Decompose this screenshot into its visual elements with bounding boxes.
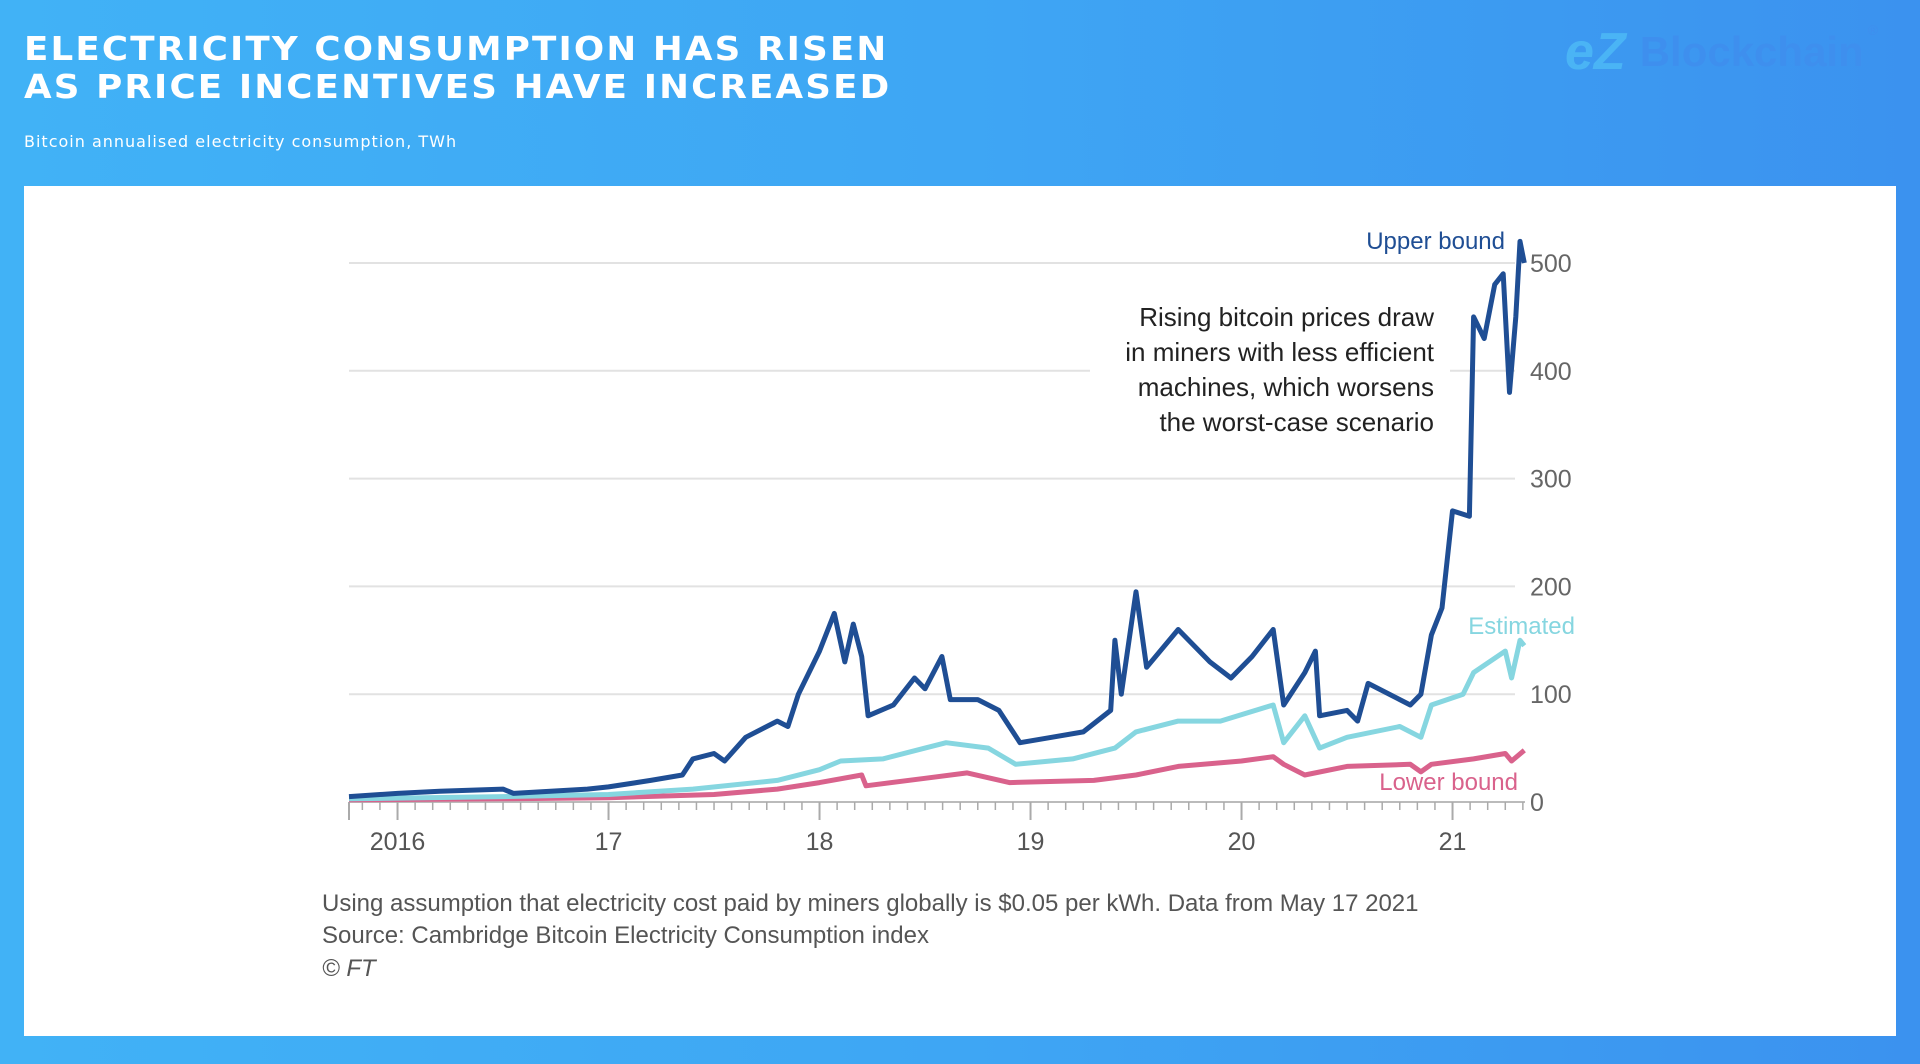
title-line-1: Electricity consumption has risen <box>24 29 889 68</box>
series-line-estimated <box>348 637 1527 802</box>
logo-mark: eZ <box>1565 23 1626 81</box>
title-line-2: as price incentives have increased <box>24 67 892 106</box>
y-tick-label: 500 <box>1530 250 1572 278</box>
y-tick-label: 200 <box>1530 573 1572 601</box>
footnote-source: Source: Cambridge Bitcoin Electricity Co… <box>322 922 929 949</box>
footnote-copyright: © FT <box>322 955 376 982</box>
x-tick-label: 17 <box>595 828 623 856</box>
series-label: Lower bound <box>1379 769 1518 796</box>
series-line-lower-bound <box>348 748 1526 803</box>
annotation-text: Rising bitcoin prices draw <box>1139 302 1434 332</box>
series-line-upper-bound <box>348 238 1527 800</box>
series-label: Upper bound <box>1366 228 1505 255</box>
logo-name: Blockchain <box>1639 28 1864 75</box>
y-tick-label: 400 <box>1530 358 1572 386</box>
x-tick-label: 20 <box>1228 828 1256 856</box>
annotation-text: machines, which worsens <box>1138 372 1434 402</box>
x-tick-label: 19 <box>1017 828 1045 856</box>
subtitle: Bitcoin annualised electricity consumpti… <box>24 132 458 151</box>
logo: eZ Blockchain ® <box>1565 22 1878 82</box>
x-tick-label: 21 <box>1439 828 1467 856</box>
annotation-text: in miners with less efficient <box>1125 337 1435 367</box>
footnote-assumption: Using assumption that electricity cost p… <box>322 890 1419 917</box>
chart-card <box>24 186 1896 1036</box>
annotation-background <box>1090 295 1450 440</box>
x-tick-label: 2016 <box>370 828 426 856</box>
logo-registered: ® <box>1867 22 1879 38</box>
series-label: Estimated <box>1468 613 1575 640</box>
y-tick-label: 100 <box>1530 681 1572 709</box>
y-tick-label: 0 <box>1530 789 1544 817</box>
annotation-text: the worst-case scenario <box>1159 407 1434 437</box>
y-tick-label: 300 <box>1530 466 1572 494</box>
page-title: Electricity consumption has risen as pri… <box>24 30 891 106</box>
x-tick-label: 18 <box>806 828 834 856</box>
